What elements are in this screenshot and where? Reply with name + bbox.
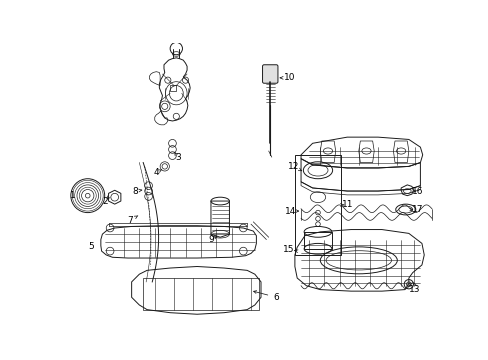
- Text: 8: 8: [132, 186, 138, 195]
- Text: 6: 6: [273, 293, 279, 302]
- Text: 15: 15: [283, 245, 294, 254]
- Text: 3: 3: [175, 153, 181, 162]
- Text: 7: 7: [127, 216, 133, 225]
- Text: 4: 4: [153, 168, 159, 177]
- Text: 12: 12: [287, 162, 299, 171]
- Bar: [143, 278, 258, 310]
- Text: 2: 2: [102, 197, 108, 206]
- Text: 5: 5: [88, 242, 94, 251]
- FancyBboxPatch shape: [262, 65, 277, 83]
- Bar: [304, 232, 331, 249]
- Text: 1: 1: [70, 191, 76, 200]
- Text: 16: 16: [411, 186, 423, 195]
- Bar: [170, 85, 176, 91]
- Bar: [294, 155, 341, 255]
- Text: 14: 14: [285, 207, 296, 216]
- Text: 10: 10: [283, 73, 295, 82]
- Text: 9: 9: [208, 235, 213, 244]
- Text: 17: 17: [411, 205, 423, 214]
- Text: 11: 11: [341, 201, 352, 210]
- Text: 13: 13: [408, 285, 420, 294]
